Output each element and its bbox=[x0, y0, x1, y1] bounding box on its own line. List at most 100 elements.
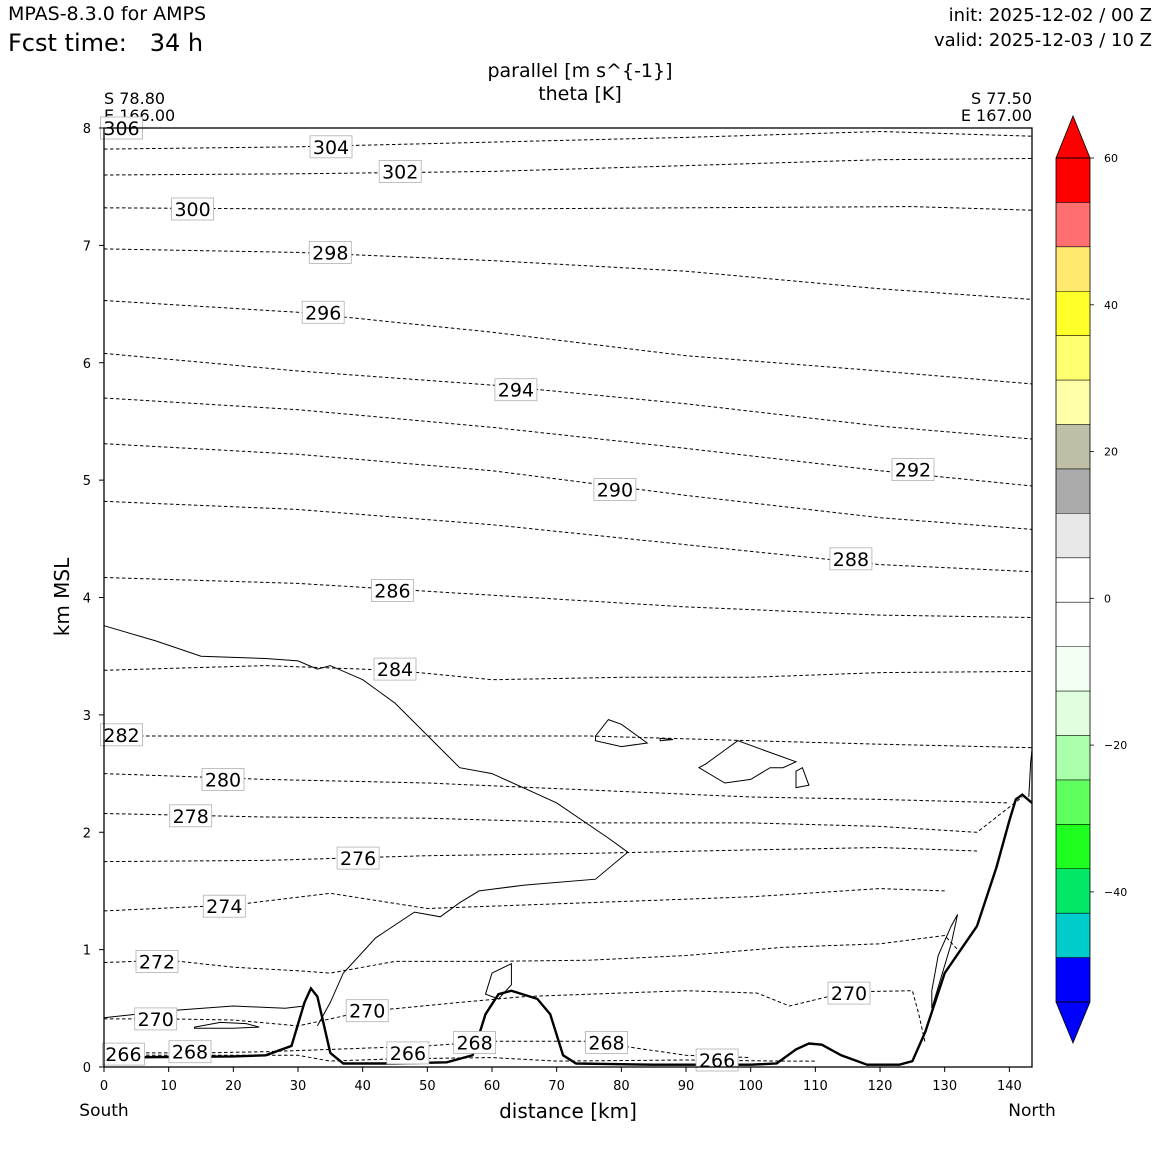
theta-label-box bbox=[201, 768, 245, 791]
theta-label-box bbox=[345, 999, 389, 1023]
forecast-time: Fcst time: 34 h bbox=[8, 29, 204, 57]
south-direction: South bbox=[79, 1101, 129, 1121]
theta-label-text: 266 bbox=[390, 1043, 426, 1065]
colorbar-extend-max bbox=[1055, 114, 1091, 159]
y-axis-ticks: 0 1 2 3 4 5 6 7 8 bbox=[83, 122, 104, 1076]
theta-label-text: 300 bbox=[174, 199, 210, 221]
theta-label: 274 bbox=[202, 894, 246, 918]
y-tick-label: 5 bbox=[83, 474, 91, 489]
y-tick-label: 8 bbox=[83, 122, 91, 137]
theta-contour-300 bbox=[103, 206, 1033, 211]
colorbar-segment bbox=[1056, 380, 1090, 425]
theta-label-text: 280 bbox=[205, 769, 241, 791]
x-axis-label: distance [km] bbox=[499, 1099, 637, 1123]
theta-label-box bbox=[386, 1041, 430, 1065]
y-tick-label: 7 bbox=[83, 239, 91, 254]
theta-contour-302 bbox=[103, 158, 1033, 176]
theta-label-text: 278 bbox=[173, 806, 209, 828]
theta-contour-294 bbox=[103, 352, 1033, 440]
x-tick-label: 90 bbox=[678, 1079, 695, 1094]
theta-contour-284 bbox=[103, 665, 1033, 681]
wind-contours bbox=[103, 625, 1033, 1029]
theta-label: 266 bbox=[386, 1041, 430, 1065]
theta-label: 288 bbox=[829, 547, 873, 571]
theta-contour-290 bbox=[103, 443, 1033, 530]
wind-contour-low-strip bbox=[103, 1005, 305, 1019]
theta-contour-272 bbox=[103, 934, 958, 974]
theta-label-text: 268 bbox=[172, 1042, 208, 1064]
theta-label-text: 282 bbox=[103, 725, 139, 747]
theta-label: 304 bbox=[309, 135, 353, 159]
theta-label: 296 bbox=[301, 300, 345, 324]
theta-label-text: 290 bbox=[597, 480, 633, 502]
wind-contour-blob bbox=[697, 740, 798, 784]
theta-label-box bbox=[829, 547, 873, 571]
theta-contour-282 bbox=[104, 735, 1033, 749]
theta-label-box bbox=[135, 950, 179, 973]
colorbar-segment bbox=[1056, 779, 1090, 825]
theta-label: 266 bbox=[695, 1048, 739, 1072]
x-tick-label: 120 bbox=[868, 1079, 893, 1094]
theta-label: 268 bbox=[585, 1031, 628, 1054]
colorbar-segment bbox=[1056, 691, 1090, 736]
colorbar-segment bbox=[1056, 913, 1090, 958]
chart-title-line2: theta [K] bbox=[538, 83, 622, 105]
theta-label-text: 274 bbox=[206, 896, 242, 918]
theta-contour-296 bbox=[103, 300, 1033, 385]
colorbar-segment bbox=[1056, 735, 1090, 781]
wind-contour-small-blob bbox=[795, 766, 810, 789]
theta-label-text: 302 bbox=[382, 161, 418, 183]
colorbar-segment bbox=[1056, 202, 1090, 248]
colorbar-segment bbox=[1056, 513, 1090, 559]
terrain bbox=[103, 793, 1033, 1066]
theta-label: 294 bbox=[494, 378, 538, 402]
plot-frame bbox=[103, 127, 1033, 1068]
theta-label: 290 bbox=[593, 478, 637, 502]
valid-time: valid: 2025-12-03 / 10 Z bbox=[934, 30, 1152, 51]
theta-contour-276 bbox=[103, 846, 978, 863]
colorbar-extend-min bbox=[1055, 1001, 1091, 1045]
y-tick-label: 6 bbox=[83, 357, 91, 372]
colorbar-segment bbox=[1056, 335, 1090, 381]
theta-contour-298 bbox=[103, 248, 1033, 300]
y-tick-label: 3 bbox=[83, 709, 91, 724]
theta-label-box bbox=[168, 1040, 212, 1064]
x-tick-label: 60 bbox=[484, 1079, 501, 1094]
theta-label-box bbox=[453, 1031, 497, 1054]
chart-title-line1: parallel [m s^{-1}] bbox=[487, 60, 673, 82]
theta-label: 270 bbox=[134, 1007, 178, 1031]
y-tick-label: 2 bbox=[83, 826, 91, 841]
theta-contour-288 bbox=[103, 500, 1033, 573]
north-direction: North bbox=[1008, 1101, 1056, 1121]
theta-contour-278 bbox=[103, 796, 1023, 833]
x-tick-label: 20 bbox=[225, 1079, 242, 1094]
theta-label: 272 bbox=[135, 950, 179, 973]
x-tick-label: 130 bbox=[932, 1079, 957, 1094]
theta-label-box bbox=[100, 723, 143, 747]
theta-label: 268 bbox=[168, 1040, 212, 1064]
theta-label-text: 266 bbox=[105, 1044, 141, 1066]
theta-label-text: 288 bbox=[833, 549, 869, 571]
theta-label: 298 bbox=[308, 240, 352, 264]
theta-label: 286 bbox=[370, 579, 414, 603]
theta-label-text: 284 bbox=[377, 659, 413, 681]
colorbar-tick-label: 0 bbox=[1104, 592, 1111, 605]
wind-contour-right-sliver bbox=[931, 914, 959, 1009]
colorbar-tick-label: 20 bbox=[1104, 446, 1118, 459]
x-tick-label: 100 bbox=[738, 1079, 763, 1094]
theta-contour-274 bbox=[103, 888, 945, 912]
theta-label-box bbox=[370, 579, 414, 602]
x-tick-label: 0 bbox=[100, 1079, 108, 1094]
theta-label-box bbox=[202, 894, 246, 918]
theta-label-box bbox=[827, 981, 871, 1005]
theta-label-text: 304 bbox=[313, 137, 349, 159]
colorbar-tick-label: −40 bbox=[1104, 886, 1127, 899]
theta-label-text: 270 bbox=[831, 983, 867, 1005]
theta-label: 284 bbox=[373, 657, 417, 681]
theta-label-box bbox=[585, 1031, 628, 1054]
theta-contour-304 bbox=[103, 130, 1033, 150]
colorbar-segment bbox=[1056, 957, 1090, 1003]
theta-label-box bbox=[593, 478, 637, 501]
